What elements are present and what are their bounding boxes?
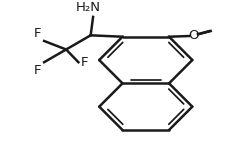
Text: F: F <box>81 56 88 69</box>
Text: F: F <box>34 64 42 77</box>
Text: H₂N: H₂N <box>76 1 101 14</box>
Text: F: F <box>34 27 42 40</box>
Text: O: O <box>188 29 199 42</box>
